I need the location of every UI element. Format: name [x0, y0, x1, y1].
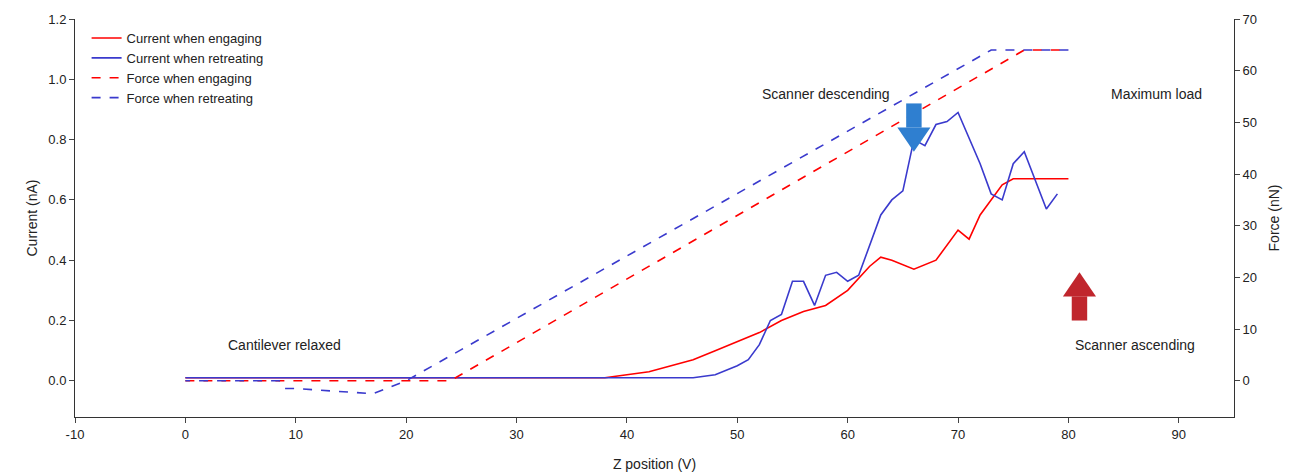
svg-text:80: 80 — [1061, 427, 1075, 442]
svg-text:50: 50 — [1243, 115, 1257, 130]
svg-text:20: 20 — [399, 427, 413, 442]
svg-text:40: 40 — [1243, 167, 1257, 182]
svg-text:Current when engaging: Current when engaging — [127, 31, 262, 46]
svg-text:Scanner ascending: Scanner ascending — [1075, 337, 1195, 353]
svg-text:Force (nN): Force (nN) — [1266, 185, 1282, 252]
svg-text:60: 60 — [840, 427, 854, 442]
svg-text:1.2: 1.2 — [48, 12, 66, 27]
svg-text:1.0: 1.0 — [48, 72, 66, 87]
svg-text:60: 60 — [1243, 63, 1257, 78]
svg-text:Cantilever relaxed: Cantilever relaxed — [228, 337, 341, 353]
svg-text:0: 0 — [1243, 373, 1250, 388]
svg-text:40: 40 — [620, 427, 634, 442]
svg-text:0.8: 0.8 — [48, 132, 66, 147]
svg-text:90: 90 — [1172, 427, 1186, 442]
svg-text:50: 50 — [730, 427, 744, 442]
svg-text:0.0: 0.0 — [48, 373, 66, 388]
svg-text:Force when retreating: Force when retreating — [127, 91, 253, 106]
svg-text:30: 30 — [1243, 218, 1257, 233]
svg-text:10: 10 — [289, 427, 303, 442]
svg-text:0.4: 0.4 — [48, 253, 66, 268]
svg-text:0: 0 — [182, 427, 189, 442]
svg-text:20: 20 — [1243, 270, 1257, 285]
svg-text:Current when retreating: Current when retreating — [127, 51, 264, 66]
svg-text:0.2: 0.2 — [48, 313, 66, 328]
svg-text:10: 10 — [1243, 322, 1257, 337]
svg-text:70: 70 — [1243, 12, 1257, 27]
svg-text:Force when engaging: Force when engaging — [127, 71, 252, 86]
svg-text:Scanner descending: Scanner descending — [762, 86, 890, 102]
svg-text:30: 30 — [509, 427, 523, 442]
svg-text:70: 70 — [951, 427, 965, 442]
svg-text:Z position (V): Z position (V) — [613, 456, 696, 472]
svg-text:0.6: 0.6 — [48, 192, 66, 207]
svg-text:-10: -10 — [66, 427, 85, 442]
svg-text:Current (nA): Current (nA) — [24, 179, 40, 256]
svg-text:Maximum load: Maximum load — [1111, 86, 1202, 102]
